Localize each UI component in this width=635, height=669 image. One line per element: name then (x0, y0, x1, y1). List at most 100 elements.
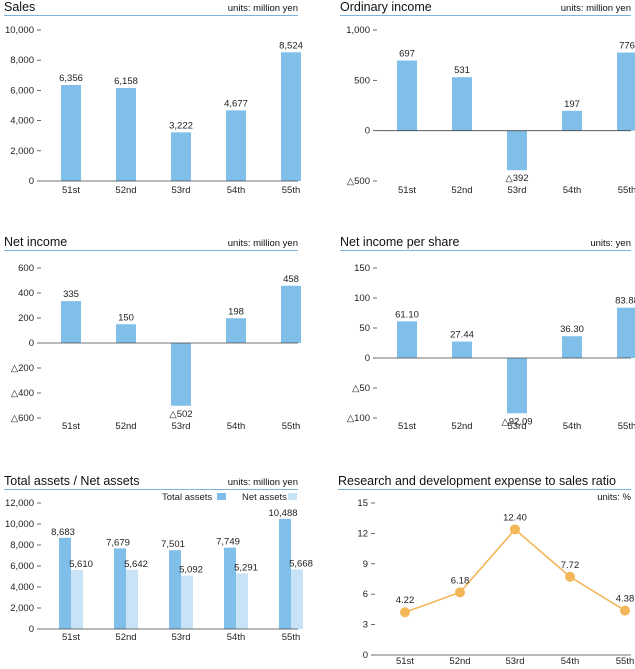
bar-value-label: 198 (228, 306, 244, 317)
y-tick-label: 1,000 (346, 25, 370, 36)
sales-panel: Sales units: million yen 0 2,000 4,000 6,00… (4, 0, 298, 200)
x-tick-label: 52nd (451, 421, 472, 432)
bar (562, 111, 582, 131)
net-income-panel: Net income units: million yen △600 △400 △2… (4, 235, 298, 435)
data-point (620, 606, 630, 616)
y-tick-label: 4,000 (10, 582, 34, 593)
y-tick-label: 2,000 (10, 146, 34, 157)
y-tick-label: 6,000 (10, 85, 34, 96)
total-assets-bar (169, 550, 181, 629)
bar (452, 342, 472, 358)
rnd-ratio-chart: 036912154.226.1812.407.724.3851st 52nd 53r… (338, 474, 631, 669)
y-tick-label: 12,000 (5, 498, 34, 509)
x-tick-label: 52nd (115, 185, 136, 196)
bar (116, 88, 136, 181)
net-assets-bar (291, 569, 303, 629)
y-tick-label: 8,000 (10, 540, 34, 551)
net-assets-value-label: 5,668 (289, 558, 313, 569)
bar-value-label: 776 (619, 41, 635, 52)
y-tick-label: 0 (365, 353, 370, 364)
y-tick-label: △50 (352, 383, 370, 394)
data-value-label: 4.38 (616, 594, 635, 605)
data-value-label: 4.22 (396, 595, 415, 606)
x-tick-label: 53rd (507, 421, 526, 432)
net-income-per-share-panel: Net income per share units: yen △100 △50 0… (340, 235, 631, 435)
bar (226, 318, 246, 343)
total-assets-value-label: 8,683 (51, 527, 75, 538)
y-tick-label: 0 (29, 176, 34, 187)
y-tick-label: △500 (347, 176, 370, 187)
x-tick-label: 52nd (449, 656, 470, 667)
bar-value-label: 27.44 (450, 330, 474, 341)
y-tick-label: 4,000 (10, 116, 34, 127)
y-tick-label: 150 (354, 263, 370, 274)
y-tick-label: △200 (11, 363, 34, 374)
x-tick-label: 51st (396, 656, 414, 667)
bar-value-label: 36.30 (560, 324, 584, 335)
bar-value-label: △392 (505, 173, 528, 184)
x-tick-label: 51st (398, 421, 416, 432)
x-tick-label: 54th (561, 656, 580, 667)
bar-value-label: 83.88 (615, 296, 635, 307)
bar (171, 343, 191, 406)
bar (61, 301, 81, 343)
net-assets-bar (181, 576, 193, 629)
bar-value-label: 531 (454, 65, 470, 76)
x-tick-label: 51st (398, 185, 416, 196)
bar-value-label: 697 (399, 49, 415, 60)
net-assets-value-label: 5,642 (124, 559, 148, 570)
bar (171, 132, 191, 181)
net-assets-value-label: 5,291 (234, 562, 258, 573)
x-tick-label: 53rd (171, 421, 190, 432)
y-tick-label: △600 (11, 413, 34, 424)
x-tick-label: 54th (563, 421, 582, 432)
y-tick-label: 9 (363, 559, 368, 570)
total-assets-value-label: 7,501 (161, 539, 185, 550)
ordinary-income-panel: Ordinary income units: million yen △500 0… (340, 0, 631, 200)
bar (507, 131, 527, 170)
total-assets-value-label: 7,679 (106, 537, 130, 548)
bar-value-label: 197 (564, 99, 580, 110)
net-assets-bar (71, 570, 83, 629)
bar-value-label: △502 (169, 409, 192, 420)
bar (226, 110, 246, 181)
x-tick-label: 54th (227, 185, 246, 196)
legend-label: Total assets (162, 492, 212, 503)
y-tick-label: 200 (18, 313, 34, 324)
x-tick-label: 53rd (507, 185, 526, 196)
x-tick-label: 55th (616, 656, 635, 667)
data-point (455, 587, 465, 597)
bar-value-label: 6,158 (114, 76, 138, 87)
assets-panel: Total assets / Net assets units: million… (4, 474, 298, 669)
series-line (405, 529, 625, 612)
x-tick-label: 51st (62, 421, 80, 432)
net-assets-value-label: 5,610 (69, 559, 93, 570)
y-tick-label: 0 (363, 650, 368, 661)
y-tick-label: 3 (363, 620, 368, 631)
bar-value-label: 150 (118, 312, 134, 323)
net-assets-bar (126, 570, 138, 629)
bar (452, 77, 472, 130)
y-tick-label: 8,000 (10, 55, 34, 66)
x-tick-label: 51st (62, 632, 80, 643)
y-tick-label: 0 (29, 624, 34, 635)
x-tick-label: 55th (282, 632, 301, 643)
x-tick-label: 54th (227, 632, 246, 643)
bar-value-label: 4,677 (224, 98, 248, 109)
legend-label: Net assets (242, 492, 287, 503)
sales-chart: 0 2,000 4,000 6,000 8,000 10,000 6,356 6,158 3,2… (4, 0, 298, 200)
rnd-ratio-panel: Research and development expense to sale… (338, 474, 631, 669)
y-tick-label: 2,000 (10, 603, 34, 614)
bar (617, 308, 635, 358)
y-tick-label: 10,000 (5, 25, 34, 36)
y-tick-label: 100 (354, 293, 370, 304)
total-assets-value-label: 10,488 (268, 508, 297, 519)
bar (507, 358, 527, 413)
y-tick-label: 0 (29, 338, 34, 349)
bar-value-label: 3,222 (169, 120, 193, 131)
data-point (565, 572, 575, 582)
y-tick-label: △400 (11, 388, 34, 399)
bar (562, 336, 582, 358)
bar-value-label: 458 (283, 274, 299, 285)
x-tick-label: 53rd (171, 185, 190, 196)
